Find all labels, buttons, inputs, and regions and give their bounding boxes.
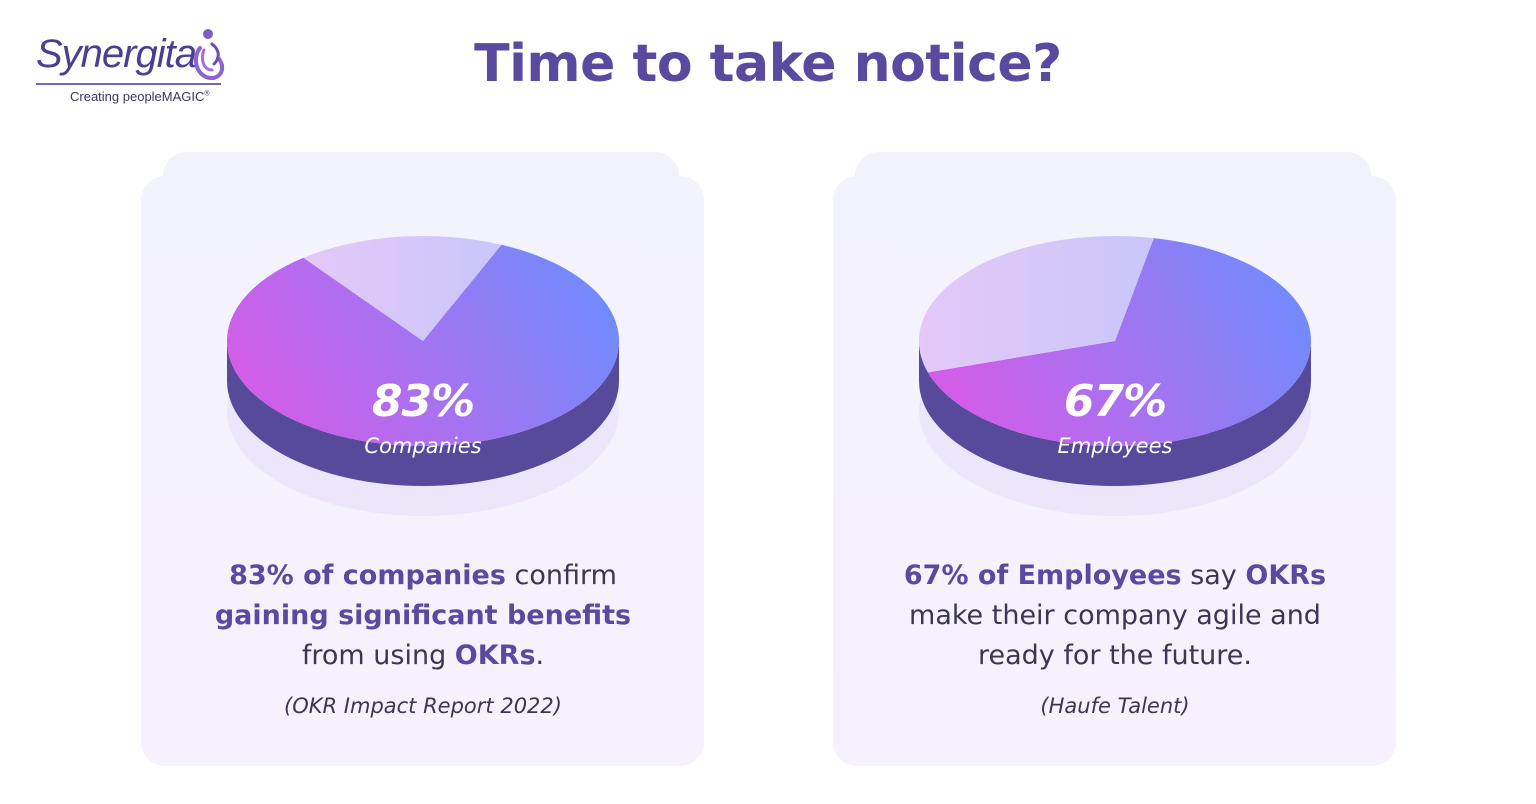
description-employees: 67% of Employees say OKRs make their com… <box>855 556 1375 676</box>
source-citation-employees: (Haufe Talent) <box>1040 694 1190 718</box>
pie-slice-remainder <box>919 236 1154 373</box>
pie-svg-employees <box>919 236 1311 516</box>
description-line-3: from using OKRs. <box>301 640 545 671</box>
stat-card-employees: 67% Employees 67% of Employees say OKRs … <box>833 176 1396 766</box>
logo-wordmark: Synergita <box>36 32 197 76</box>
description-line-2: gaining significant benefits <box>214 600 632 631</box>
pie-side <box>919 341 1311 486</box>
logo-underline <box>36 83 221 85</box>
pie-svg-companies <box>227 236 619 516</box>
pie-label-employees: Employees <box>1057 434 1173 458</box>
pie-slice-main <box>227 244 619 447</box>
description-line-1: 67% of Employees say OKRs <box>903 560 1327 591</box>
logo-tagline: Creating peopleMAGIC® <box>70 89 210 104</box>
pie-slice-remainder <box>303 236 502 341</box>
source-citation-companies: (OKR Impact Report 2022) <box>284 694 562 718</box>
page-title: Time to take notice? <box>474 34 1062 94</box>
pie-value-companies: 83% <box>371 376 475 427</box>
logo-swirl-icon <box>193 29 225 80</box>
pie-slice-main <box>927 238 1311 446</box>
pie-value-employees: 67% <box>1063 376 1167 427</box>
pie-chart-companies: 83% Companies <box>223 216 623 516</box>
description-line-1: 83% of companies confirm <box>229 560 617 591</box>
description-line-3: ready for the future. <box>978 640 1252 671</box>
pie-side <box>227 341 619 486</box>
stat-card-companies: 83% Companies 83% of companies confirm g… <box>141 176 704 766</box>
description-companies: 83% of companies confirm gaining signifi… <box>163 556 683 676</box>
description-line-2: make their company agile and <box>909 600 1321 631</box>
pie-chart-employees: 67% Employees <box>915 216 1315 516</box>
synergita-logo[interactable]: Synergita Creating peopleMAGIC® <box>36 28 232 106</box>
pie-label-companies: Companies <box>364 434 482 458</box>
